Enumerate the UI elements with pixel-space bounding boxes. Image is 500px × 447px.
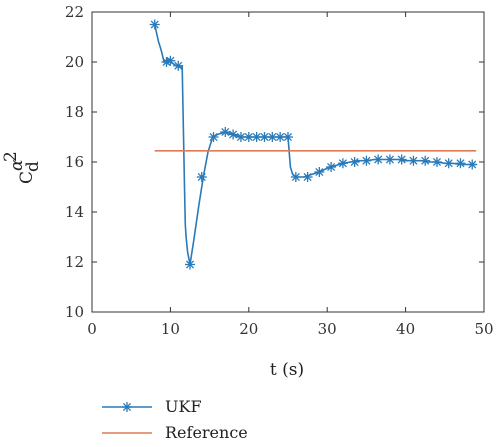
x-tick-label: 40 [396, 320, 415, 338]
ukf-point [420, 155, 431, 166]
ukf-point [396, 154, 407, 165]
y-label-sub: d [23, 161, 43, 172]
y-label-sup: α [7, 159, 27, 171]
ukf-point [228, 129, 239, 140]
legend-label-ukf: UKF [165, 397, 202, 416]
ukf-point [173, 60, 184, 71]
legend-marker-ukf [122, 402, 132, 412]
ukf-point [443, 158, 454, 169]
y-tick-label: 16 [65, 153, 84, 171]
ukf-point [326, 162, 337, 172]
y-label-sup2: 2 [1, 151, 21, 162]
y-tick-label: 22 [65, 3, 84, 21]
legend-label-reference: Reference [165, 423, 248, 442]
ukf-point [337, 158, 348, 169]
ukf-point [267, 132, 278, 142]
ukf-point [290, 172, 301, 182]
ukf-point [165, 55, 176, 66]
y-tick-label: 12 [65, 253, 84, 271]
ukf-point [208, 132, 219, 142]
ukf-point [220, 127, 231, 137]
ukf-point [361, 155, 372, 166]
ukf-point [302, 172, 313, 182]
legend: UKF Reference [102, 397, 248, 442]
ukf-point [373, 154, 384, 165]
x-axis-label: t (s) [270, 360, 304, 380]
ukf-point [149, 19, 160, 30]
x-tick-label: 30 [318, 320, 337, 338]
ukf-point [196, 172, 207, 182]
y-tick-label: 14 [65, 203, 84, 221]
x-tick-label: 0 [87, 320, 97, 338]
y-label-base: C [17, 171, 37, 184]
ukf-point [349, 157, 360, 167]
ukf-point [467, 159, 478, 170]
ukf-point [259, 132, 270, 142]
ukf-point [283, 132, 293, 142]
x-tick-label: 20 [239, 320, 258, 338]
x-tick-label: 50 [474, 320, 493, 338]
ukf-point [431, 157, 442, 167]
y-tick-label: 20 [65, 53, 84, 71]
ukf-line [153, 24, 477, 265]
x-tick-label: 10 [161, 320, 180, 338]
ukf-point [455, 158, 466, 169]
ukf-point [408, 155, 419, 166]
ukf-point [185, 259, 195, 270]
y-tick-label: 10 [65, 303, 84, 321]
y-tick-label: 18 [65, 103, 84, 121]
ukf-point [314, 167, 325, 177]
ukf-point [384, 154, 395, 165]
